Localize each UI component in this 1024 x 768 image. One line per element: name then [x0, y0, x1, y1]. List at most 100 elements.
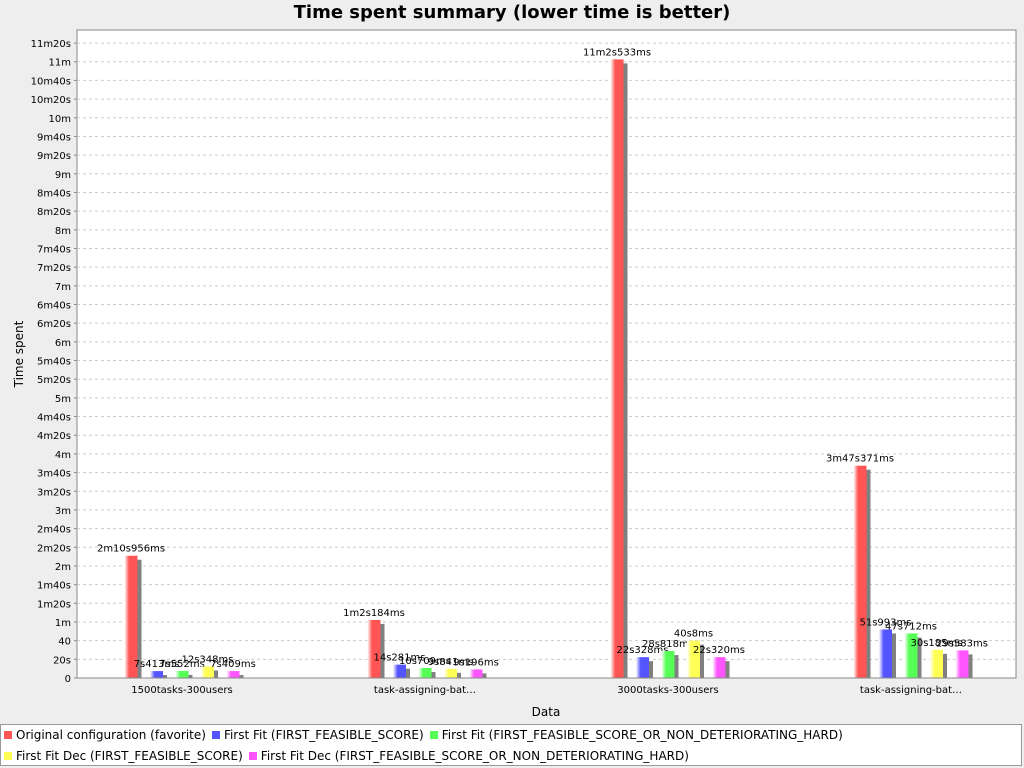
y-tick-label: 3m [55, 506, 71, 517]
y-tick-label: 4m [55, 450, 71, 461]
y-tick-label: 5m20s [37, 375, 71, 386]
legend: Original configuration (favorite) First F… [0, 724, 1022, 766]
y-tick-label: 7m [55, 282, 71, 293]
bar [853, 465, 867, 678]
bar [418, 668, 432, 678]
legend-label: First Fit (FIRST_FEASIBLE_SCORE) [223, 728, 424, 742]
chart: Time spent summary (lower time is better… [12, 2, 1017, 719]
data-label: 12s348ms [182, 654, 234, 665]
bar [687, 640, 700, 678]
y-tick-label: 0 [65, 674, 71, 685]
legend-label: Original configuration (favorite) [16, 728, 206, 742]
data-label: 3m47s371ms [826, 454, 894, 465]
y-tick-label: 5m40s [37, 357, 71, 368]
bar [955, 650, 969, 678]
bar [712, 657, 726, 678]
legend-swatch [4, 731, 12, 739]
bar [930, 649, 943, 678]
data-label: 22s320ms [693, 645, 745, 656]
x-axis-label: Data [532, 705, 561, 719]
data-label: 10s709ms [399, 656, 451, 667]
x-tick-label: task-assigning-bat… [374, 685, 476, 696]
y-tick-label: 8m [55, 226, 71, 237]
x-tick-label: task-assigning-bat… [860, 685, 962, 696]
data-label: 40s8ms [674, 629, 713, 640]
y-tick-label: 40 [58, 637, 71, 648]
legend-swatch [429, 731, 438, 739]
data-label: 1m2s184ms [343, 608, 405, 619]
x-tick-label: 1500tasks-300users [131, 685, 232, 696]
data-label: 30s185ms [911, 638, 963, 649]
legend-swatch [248, 752, 257, 760]
y-tick-label: 6m20s [37, 319, 71, 330]
legend-swatch [211, 731, 220, 739]
data-label: 47s712ms [885, 621, 937, 632]
x-tick-label: 3000tasks-300users [617, 685, 718, 696]
y-tick-label: 10m [49, 114, 71, 125]
bar [393, 664, 406, 678]
legend-item: First Fit Dec (FIRST_FEASIBLE_SCORE_OR_N… [248, 749, 689, 763]
y-tick-label: 11m [49, 58, 71, 69]
legend-label: First Fit Dec (FIRST_FEASIBLE_SCORE) [16, 749, 243, 763]
bar [469, 669, 483, 678]
bar [610, 59, 624, 679]
y-tick-label: 6m [55, 338, 71, 349]
data-label: 22s328ms [617, 645, 669, 656]
y-tick-label: 8m40s [37, 188, 71, 199]
data-label: 2m10s956ms [97, 544, 165, 555]
y-tick-label: 9m20s [37, 151, 71, 162]
data-label: 51s993ms [860, 617, 912, 628]
bar [175, 670, 189, 678]
plot-area [76, 29, 1017, 679]
legend-label: First Fit Dec (FIRST_FEASIBLE_SCORE_OR_N… [260, 749, 689, 763]
y-tick-label: 4m40s [37, 413, 71, 424]
y-tick-label: 3m40s [37, 469, 71, 480]
y-tick-label: 8m20s [37, 207, 71, 218]
data-label: 9s841ms [428, 657, 474, 668]
y-tick-label: 7m20s [37, 263, 71, 274]
y-tick-label: 20s [53, 655, 71, 666]
bar [201, 666, 214, 678]
data-label: 7s413ms [134, 659, 180, 670]
legend-item: First Fit Dec (FIRST_FEASIBLE_SCORE) [4, 749, 243, 763]
data-label: 28s818ms [642, 639, 694, 650]
data-label: 11m2s533ms [583, 47, 651, 58]
legend-item: First Fit (FIRST_FEASIBLE_SCORE_OR_NON_D… [429, 728, 843, 742]
data-label: 14s281ms [374, 653, 426, 664]
y-tick-label: 2m40s [37, 525, 71, 536]
y-tick-label: 3m20s [37, 487, 71, 498]
y-tick-label: 7m40s [37, 244, 71, 255]
legend-swatch [4, 752, 12, 760]
bar [150, 671, 163, 678]
y-tick-label: 2m20s [37, 543, 71, 554]
data-label: 9s196ms [453, 657, 499, 668]
data-label: 29s583ms [936, 638, 988, 649]
bar [904, 633, 918, 678]
bar [226, 671, 240, 678]
y-tick-label: 6m40s [37, 301, 71, 312]
y-tick-label: 10m20s [31, 95, 71, 106]
legend-item: Original configuration (favorite) [4, 728, 206, 742]
y-tick-label: 2m [55, 562, 71, 573]
y-tick-label: 10m40s [31, 76, 71, 87]
y-tick-label: 1m40s [37, 581, 71, 592]
bar [124, 555, 138, 678]
chart-title: Time spent summary (lower time is better… [294, 2, 731, 23]
data-label: 7s552ms [159, 659, 205, 670]
bar [367, 619, 381, 678]
legend-label: First Fit (FIRST_FEASIBLE_SCORE_OR_NON_D… [441, 728, 843, 742]
y-tick-label: 1m [55, 618, 71, 629]
y-tick-label: 1m20s [37, 599, 71, 610]
y-tick-label: 4m20s [37, 431, 71, 442]
legend-item: First Fit (FIRST_FEASIBLE_SCORE) [211, 728, 424, 742]
y-tick-label: 11m20s [31, 39, 71, 50]
y-tick-label: 5m [55, 394, 71, 405]
bar [636, 657, 649, 678]
data-label: 7s409ms [210, 659, 256, 670]
bar [661, 651, 675, 678]
bar [444, 668, 457, 678]
y-axis-label: Time spent [12, 320, 26, 388]
bar [879, 629, 892, 678]
y-tick-label: 9m40s [37, 132, 71, 143]
